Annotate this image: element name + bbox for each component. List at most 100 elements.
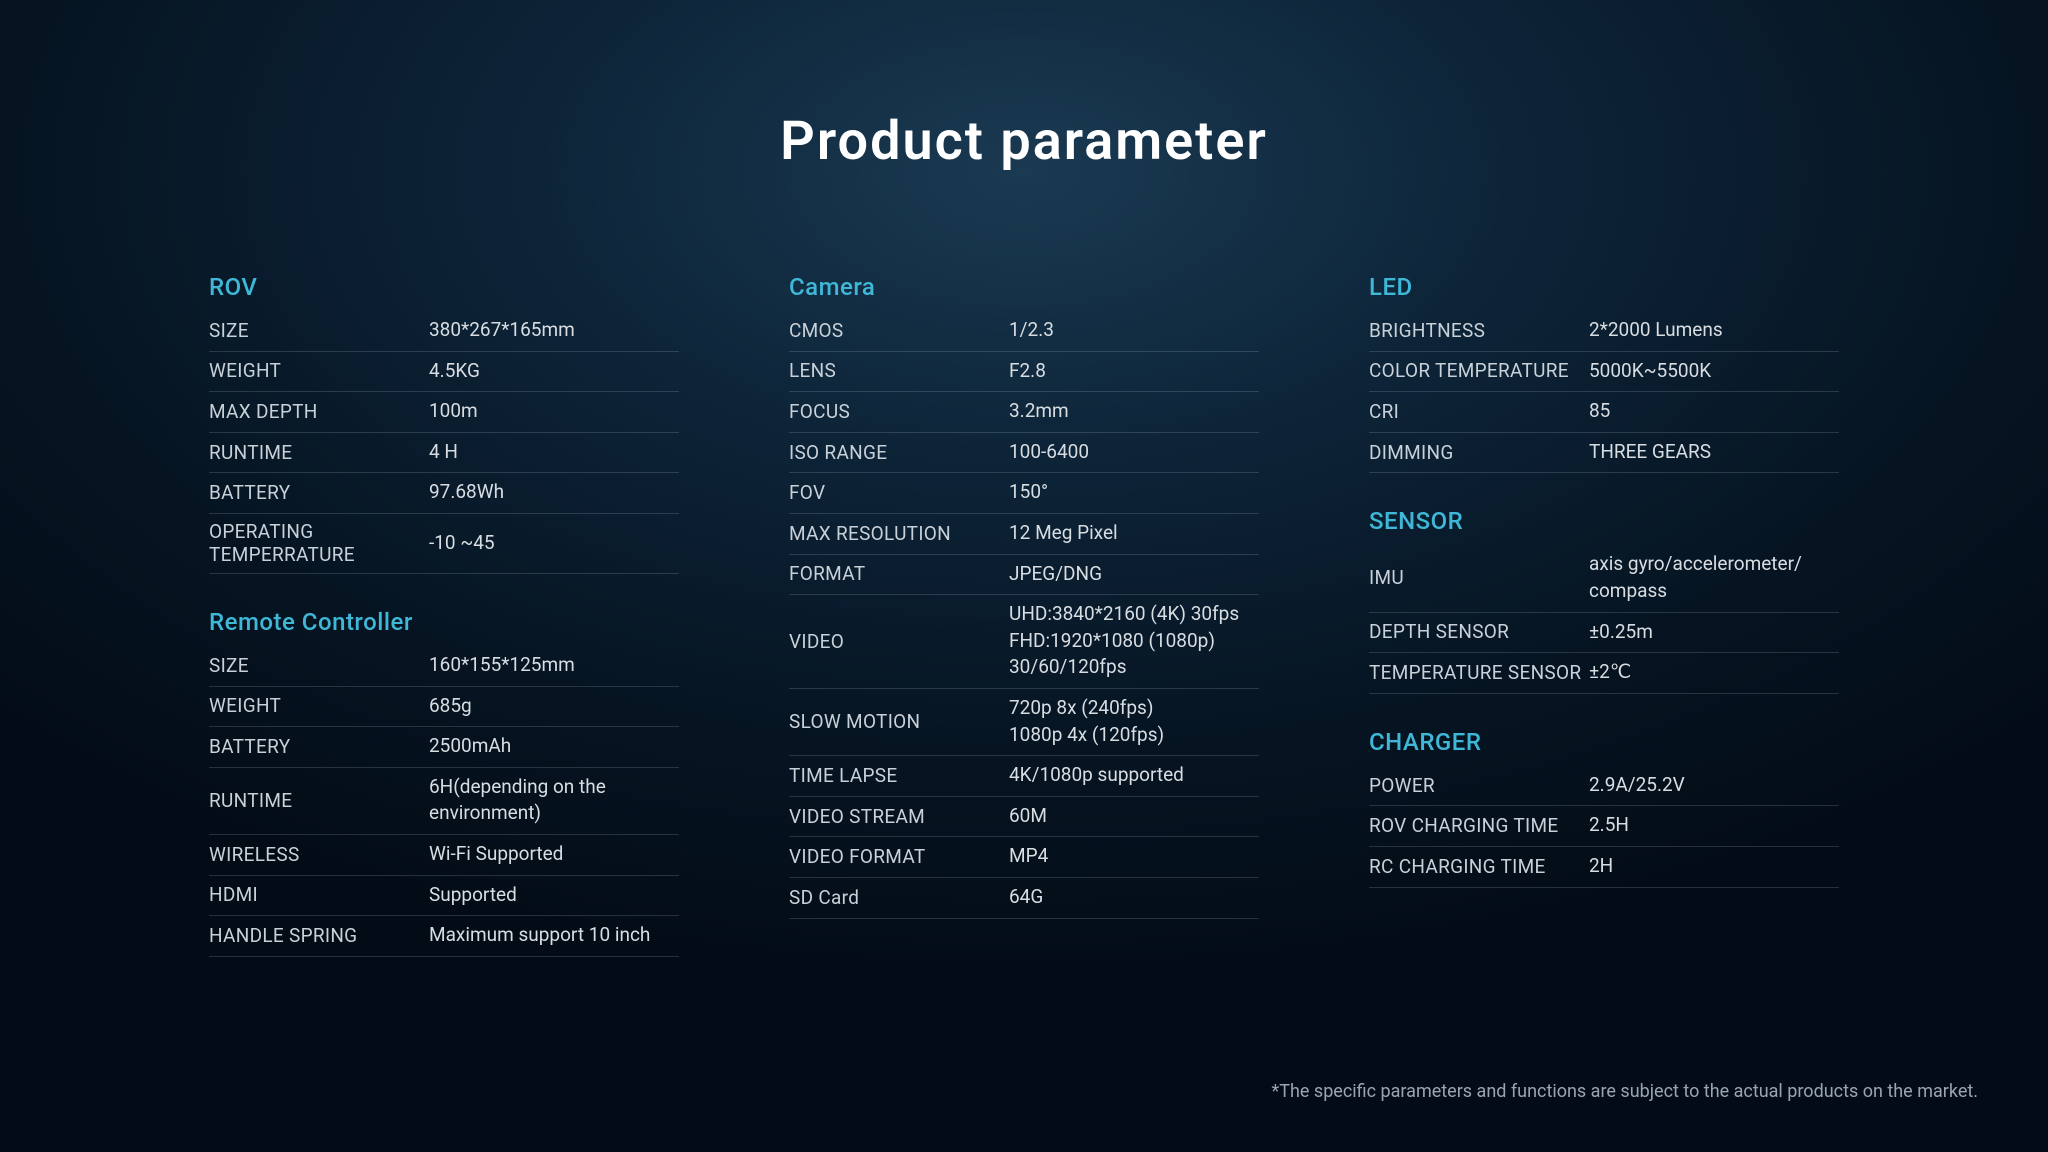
section: SENSOR IMUaxis gyro/accelerometer/ compas… <box>1369 507 1839 693</box>
spec-label: TEMPERATURE SENSOR <box>1369 661 1589 684</box>
section: LEDBRIGHTNESS2*2000 LumensCOLOR TEMPERAT… <box>1369 273 1839 473</box>
spec-label: DEPTH SENSOR <box>1369 620 1589 643</box>
spec-row: TEMPERATURE SENSOR±2℃ <box>1369 653 1839 694</box>
spec-row: SIZE160*155*125mm <box>209 646 679 687</box>
spec-value: -10 ~45 <box>429 530 679 557</box>
spec-value: 4.5KG <box>429 358 679 385</box>
spec-value: ±2℃ <box>1589 659 1839 686</box>
column-0: ROVSIZE380*267*165mmWEIGHT4.5KGMAX DEPTH… <box>209 273 679 991</box>
spec-row: CRI85 <box>1369 392 1839 433</box>
spec-value: UHD:3840*2160 (4K) 30fps FHD:1920*1080 (… <box>1009 601 1259 681</box>
spec-value: 2H <box>1589 853 1839 880</box>
spec-value: 720p 8x (240fps) 1080p 4x (120fps) <box>1009 695 1259 748</box>
spec-value: 60M <box>1009 803 1259 830</box>
spec-row: FOV150° <box>789 473 1259 514</box>
spec-label: VIDEO <box>789 630 1009 653</box>
spec-row: RUNTIME 6H(depending on the environment) <box>209 768 679 835</box>
section: Remote ControllerSIZE160*155*125mmWEIGHT… <box>209 608 679 957</box>
spec-row: LENSF2.8 <box>789 352 1259 393</box>
spec-label: FOV <box>789 481 1009 504</box>
spec-row: MAX RESOLUTION12 Meg Pixel <box>789 514 1259 555</box>
column-1: CameraCMOS1/2.3LENSF2.8FOCUS3.2mmISO RAN… <box>789 273 1259 991</box>
section-title: Camera <box>789 273 1259 301</box>
footnote: *The specific parameters and functions a… <box>1271 1081 1978 1102</box>
spec-value: 3.2mm <box>1009 398 1259 425</box>
section-title: CHARGER <box>1369 728 1839 756</box>
spec-label: HDMI <box>209 883 429 906</box>
column-2: LEDBRIGHTNESS2*2000 LumensCOLOR TEMPERAT… <box>1369 273 1839 991</box>
spec-value: Maximum support 10 inch <box>429 922 679 949</box>
spec-label: SIZE <box>209 654 429 677</box>
spec-label: BATTERY <box>209 481 429 504</box>
spec-label: FOCUS <box>789 400 1009 423</box>
spec-label: SLOW MOTION <box>789 710 1009 733</box>
spec-row: WEIGHT4.5KG <box>209 352 679 393</box>
section: CHARGERPOWER2.9A/25.2VROV CHARGING TIME2… <box>1369 728 1839 888</box>
spec-label: ISO RANGE <box>789 441 1009 464</box>
spec-value: 4K/1080p supported <box>1009 762 1259 789</box>
section-title: SENSOR <box>1369 507 1839 535</box>
spec-label: SIZE <box>209 319 429 342</box>
spec-row: FORMATJPEG/DNG <box>789 555 1259 596</box>
spec-label: WEIGHT <box>209 694 429 717</box>
spec-label: FORMAT <box>789 562 1009 585</box>
spec-value: 160*155*125mm <box>429 652 679 679</box>
spec-value: 100m <box>429 398 679 425</box>
spec-row: SLOW MOTION720p 8x (240fps) 1080p 4x (12… <box>789 689 1259 756</box>
spec-row: VIDEOUHD:3840*2160 (4K) 30fps FHD:1920*1… <box>789 595 1259 689</box>
spec-value: JPEG/DNG <box>1009 561 1259 588</box>
spec-row: WEIGHT685g <box>209 687 679 728</box>
spec-row: HDMISupported <box>209 876 679 917</box>
spec-columns: ROVSIZE380*267*165mmWEIGHT4.5KGMAX DEPTH… <box>0 173 2048 991</box>
spec-value: 85 <box>1589 398 1839 425</box>
spec-label: TIME LAPSE <box>789 764 1009 787</box>
spec-value: 2.5H <box>1589 812 1839 839</box>
spec-row: IMUaxis gyro/accelerometer/ compass <box>1369 545 1839 612</box>
spec-value: 380*267*165mm <box>429 317 679 344</box>
spec-value: THREE GEARS <box>1589 439 1839 466</box>
spec-value: axis gyro/accelerometer/ compass <box>1589 551 1839 604</box>
spec-row: WIRELESSWi-Fi Supported <box>209 835 679 876</box>
spec-value: 1/2.3 <box>1009 317 1259 344</box>
spec-row: VIDEO FORMATMP4 <box>789 837 1259 878</box>
spec-value: Wi-Fi Supported <box>429 841 679 868</box>
spec-value: 685g <box>429 693 679 720</box>
spec-value: 12 Meg Pixel <box>1009 520 1259 547</box>
spec-row: VIDEO STREAM60M <box>789 797 1259 838</box>
spec-row: HANDLE SPRINGMaximum support 10 inch <box>209 916 679 957</box>
spec-row: OPERATING TEMPERRATURE-10 ~45 <box>209 514 679 574</box>
spec-value: Supported <box>429 882 679 909</box>
spec-label: RC CHARGING TIME <box>1369 855 1589 878</box>
spec-value: 97.68Wh <box>429 479 679 506</box>
spec-value: 64G <box>1009 884 1259 911</box>
spec-label: MAX RESOLUTION <box>789 522 1009 545</box>
spec-row: ISO RANGE100-6400 <box>789 433 1259 474</box>
spec-row: POWER2.9A/25.2V <box>1369 766 1839 807</box>
spec-row: BRIGHTNESS2*2000 Lumens <box>1369 311 1839 352</box>
spec-value: F2.8 <box>1009 358 1259 385</box>
spec-row: RUNTIME4 H <box>209 433 679 474</box>
spec-value: 2500mAh <box>429 733 679 760</box>
spec-row: DEPTH SENSOR ±0.25m <box>1369 613 1839 654</box>
spec-label: DIMMING <box>1369 441 1589 464</box>
spec-value: 6H(depending on the environment) <box>429 774 679 827</box>
spec-row: SD Card64G <box>789 878 1259 919</box>
spec-row: TIME LAPSE4K/1080p supported <box>789 756 1259 797</box>
spec-value: MP4 <box>1009 843 1259 870</box>
spec-label: IMU <box>1369 566 1589 589</box>
spec-value: 100-6400 <box>1009 439 1259 466</box>
spec-label: CRI <box>1369 400 1589 423</box>
spec-label: POWER <box>1369 774 1589 797</box>
section-title: Remote Controller <box>209 608 679 636</box>
spec-label: LENS <box>789 359 1009 382</box>
spec-value: 2*2000 Lumens <box>1589 317 1839 344</box>
spec-row: BATTERY97.68Wh <box>209 473 679 514</box>
spec-value: 150° <box>1009 479 1259 506</box>
section-title: ROV <box>209 273 679 301</box>
spec-row: MAX DEPTH100m <box>209 392 679 433</box>
spec-label: RUNTIME <box>209 441 429 464</box>
spec-row: FOCUS3.2mm <box>789 392 1259 433</box>
spec-label: WEIGHT <box>209 359 429 382</box>
spec-row: COLOR TEMPERATURE5000K~5500K <box>1369 352 1839 393</box>
spec-row: DIMMINGTHREE GEARS <box>1369 433 1839 474</box>
